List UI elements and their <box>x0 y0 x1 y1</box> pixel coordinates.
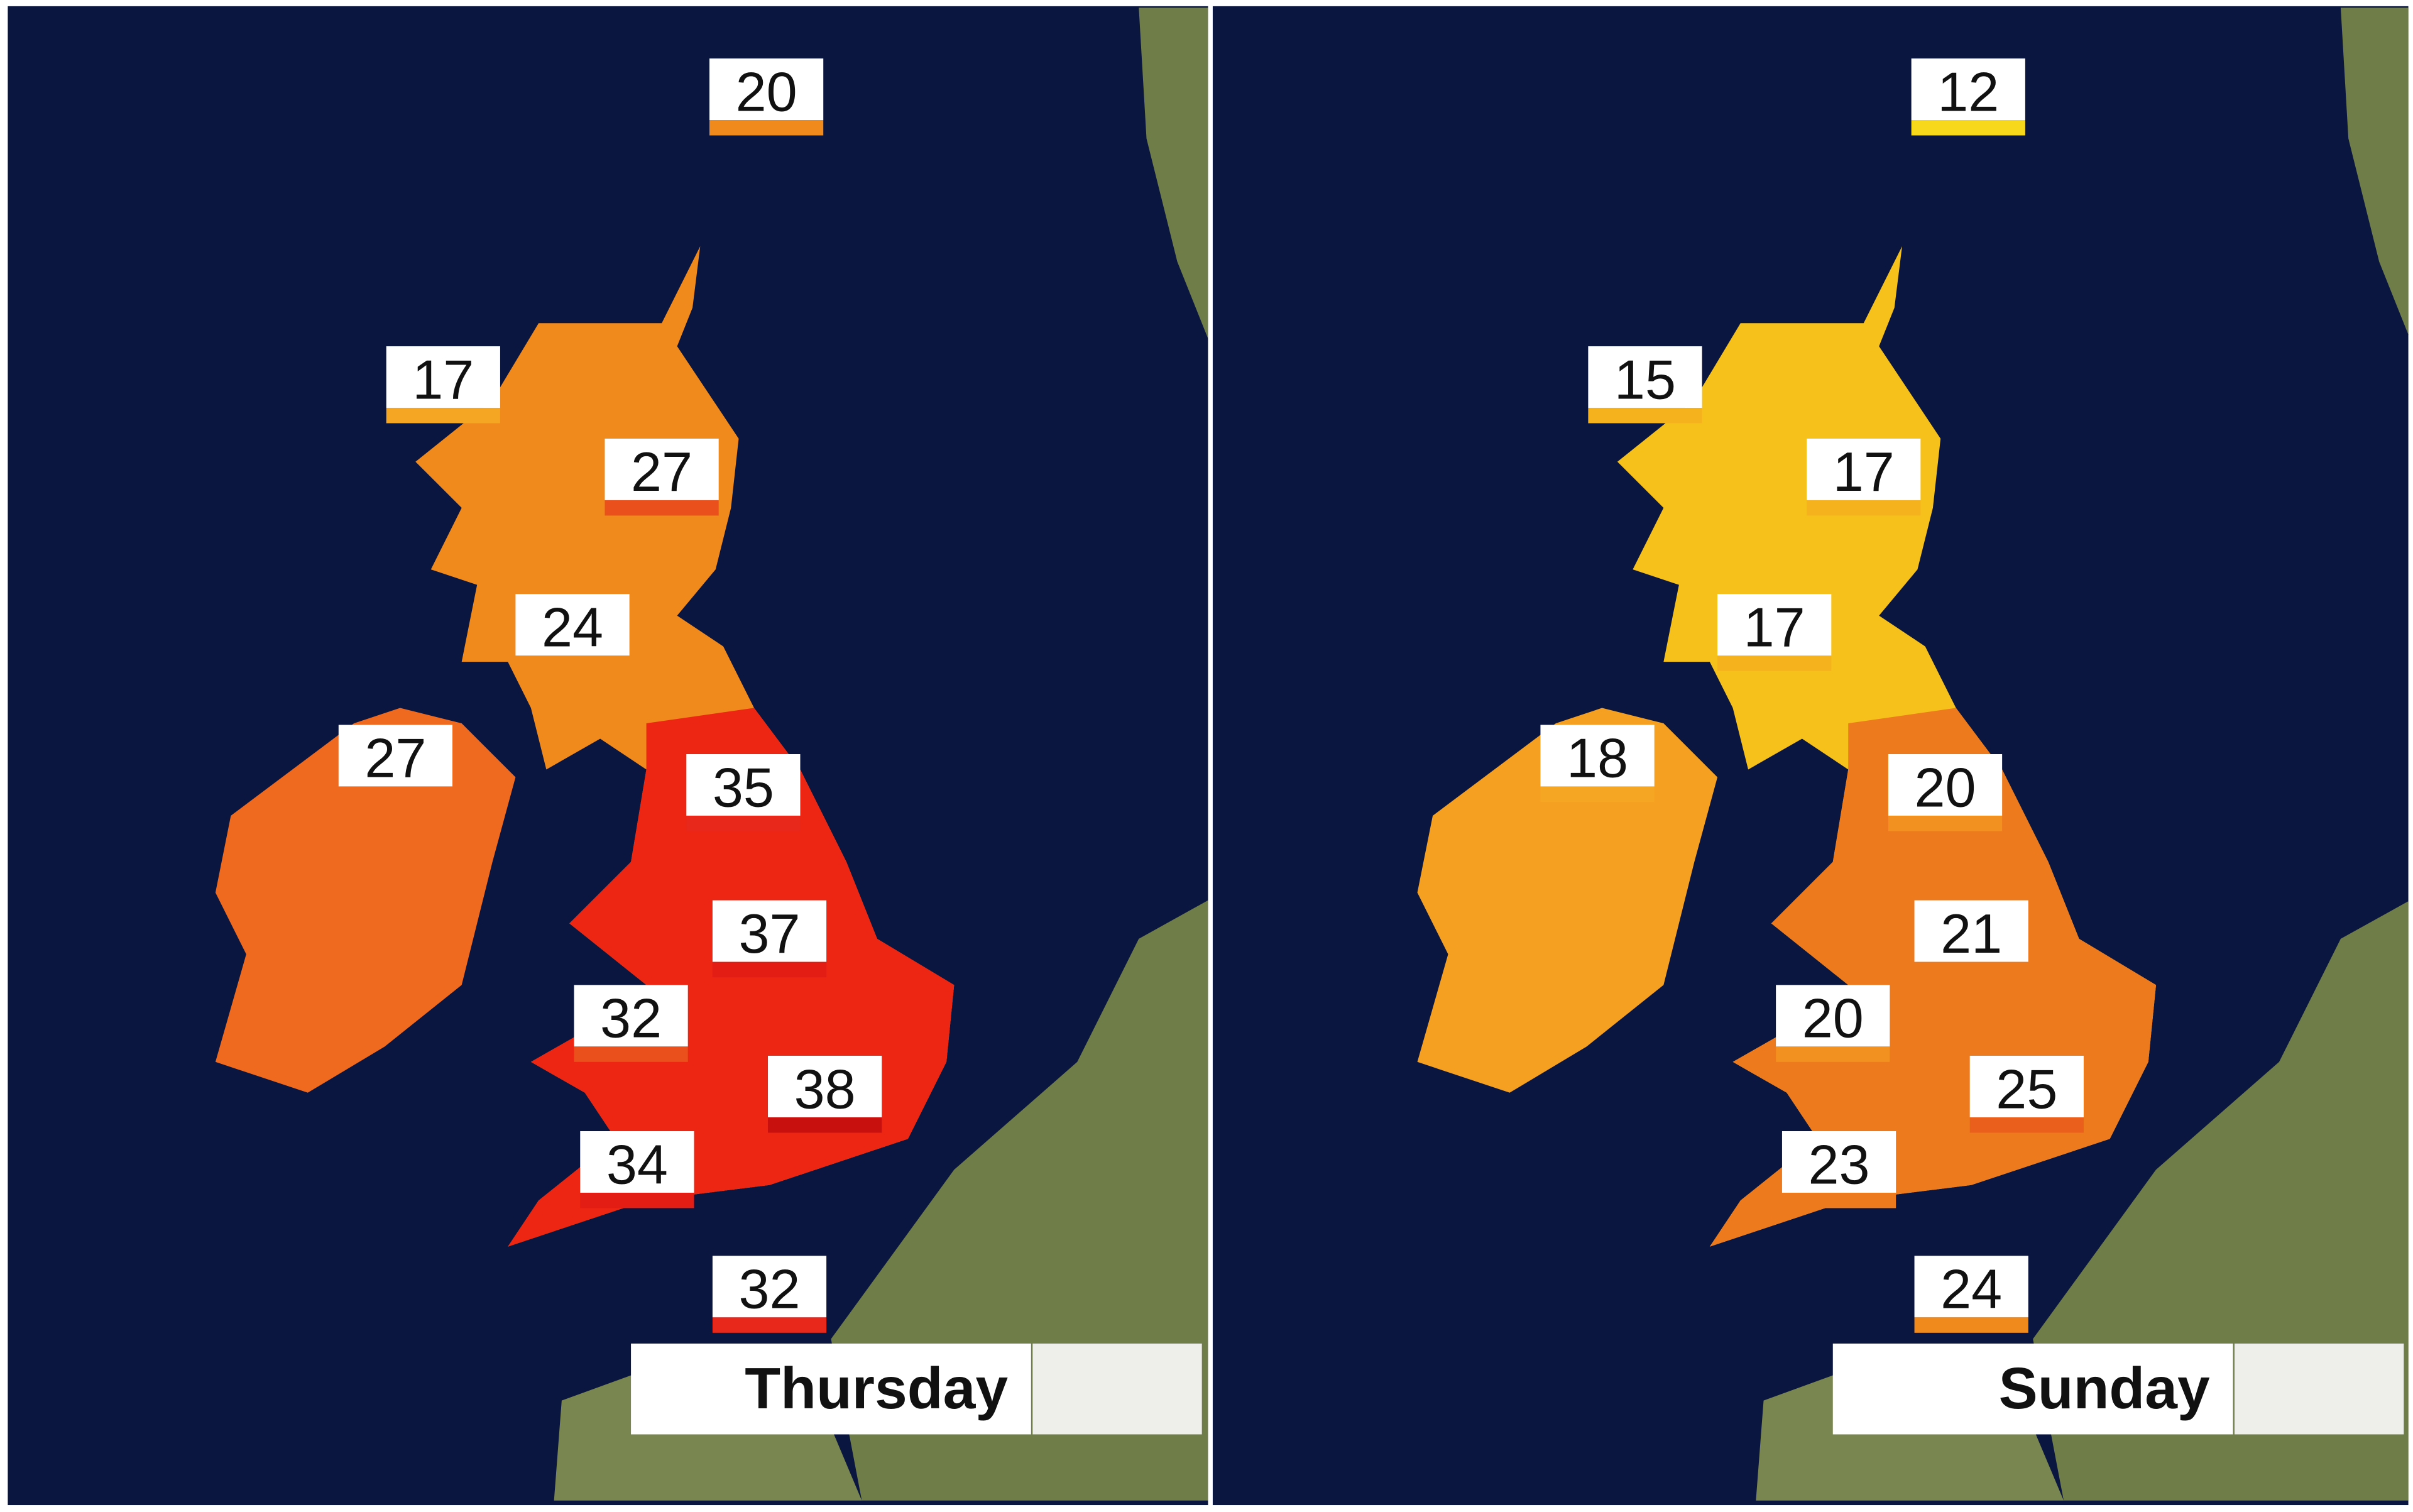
temperature-label: 35 <box>713 756 774 818</box>
norway <box>1139 8 1208 339</box>
temperature-stripe <box>1776 1046 1890 1062</box>
temperature-label: 25 <box>1996 1058 2057 1120</box>
temperature-box <box>1717 594 1832 656</box>
temperature-box <box>1781 1131 1896 1193</box>
temperature-label: 24 <box>542 596 603 659</box>
day-bar-tail <box>2234 1343 2404 1435</box>
temperature-stripe <box>574 1046 688 1062</box>
temperature-stripe <box>709 120 824 136</box>
temperature-stripe <box>1914 961 2028 978</box>
temperature-box <box>580 1131 694 1193</box>
temperature-stripe <box>1717 655 1832 671</box>
temperature-label: 18 <box>1567 727 1628 789</box>
day-bar-tail <box>1032 1343 1202 1435</box>
temperature-box <box>515 594 630 656</box>
temperature-label: 23 <box>1808 1133 1870 1195</box>
norway <box>2340 8 2409 335</box>
temperature-label: 17 <box>1833 441 1895 503</box>
temperature-stripe <box>580 1192 694 1208</box>
day-bar <box>631 1343 1031 1435</box>
temperature-label: 15 <box>1614 348 1676 410</box>
temperature-label: 17 <box>1744 596 1805 659</box>
temperature-box <box>574 985 688 1047</box>
temperature-stripe <box>1588 407 1702 424</box>
temperature-stripe <box>768 1117 882 1133</box>
day-label: Sunday <box>1999 1356 2210 1421</box>
temperature-stripe <box>712 1317 827 1333</box>
temperature-label: 12 <box>1937 60 1999 123</box>
temperature-box <box>1911 58 2025 121</box>
temperature-box <box>712 1256 827 1318</box>
temperature-label: 20 <box>1915 756 1976 818</box>
ireland <box>215 708 516 1093</box>
map-panel: 12 15 17 17 18 20 21 20 25 23 24 Sunday <box>1212 6 2409 1506</box>
temperature-stripe <box>1914 1317 2028 1333</box>
temperature-label: 21 <box>1940 902 2002 965</box>
geography: 20 17 27 24 27 35 37 32 38 34 32 Thursday <box>215 8 1208 1501</box>
temperature-stripe <box>712 961 827 978</box>
temperature-box <box>1969 1056 2084 1117</box>
temperature-stripe <box>686 815 801 831</box>
temperature-box <box>1588 346 1702 408</box>
temperature-box <box>1776 985 1890 1047</box>
temperature-label: 34 <box>606 1133 668 1195</box>
geography: 12 15 17 17 18 20 21 20 25 23 24 Sunday <box>1417 8 2409 1501</box>
temperature-box <box>1540 725 1655 787</box>
temperature-box <box>709 58 824 121</box>
temperature-label: 27 <box>364 727 426 789</box>
temperature-label: 24 <box>1940 1258 2002 1320</box>
temperature-box <box>386 346 500 408</box>
temperature-stripe <box>1540 786 1655 802</box>
temperature-box <box>1888 754 2003 816</box>
temperature-stripe <box>386 407 500 424</box>
temperature-stripe <box>1911 120 2025 136</box>
temperature-label: 32 <box>600 987 662 1049</box>
temperature-label: 37 <box>738 902 800 965</box>
temperature-stripe <box>1807 500 1921 516</box>
panel-content: 20 17 27 24 27 35 37 32 38 34 32 Thursday <box>8 6 1208 1506</box>
temperature-label: 32 <box>738 1258 800 1320</box>
temperature-label: 27 <box>631 441 692 503</box>
temperature-box <box>1807 438 1921 500</box>
day-label: Thursday <box>745 1356 1008 1421</box>
temperature-stripe <box>1781 1192 1896 1208</box>
temperature-box <box>686 754 801 816</box>
temperature-box <box>768 1056 882 1117</box>
temperature-stripe <box>1888 815 2003 831</box>
temperature-box <box>338 725 453 787</box>
temperature-label: 17 <box>412 348 474 410</box>
temperature-label: 38 <box>794 1058 856 1120</box>
temperature-box <box>1914 1256 2028 1318</box>
temperature-box <box>712 900 827 962</box>
map-panel: 20 17 27 24 27 35 37 32 38 34 32 Thursday <box>8 6 1208 1506</box>
temperature-box <box>605 438 719 500</box>
temperature-stripe <box>338 786 453 802</box>
temperature-box <box>1914 900 2028 962</box>
panel-content: 12 15 17 17 18 20 21 20 25 23 24 Sunday <box>1212 6 2409 1506</box>
ireland <box>1417 708 1718 1093</box>
temperature-label: 20 <box>736 60 797 123</box>
temperature-stripe <box>515 655 630 671</box>
day-bar <box>1832 1343 2233 1435</box>
temperature-stripe <box>1969 1117 2084 1133</box>
temperature-label: 20 <box>1802 987 1864 1049</box>
temperature-stripe <box>605 500 719 516</box>
